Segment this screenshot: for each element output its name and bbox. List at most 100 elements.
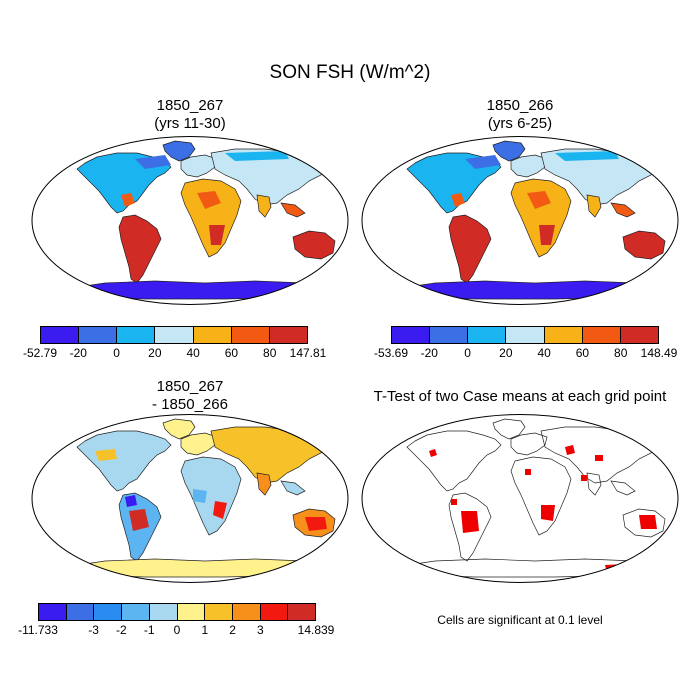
landmass-seasia xyxy=(610,202,636,218)
data-patch xyxy=(193,489,207,503)
landmass-africa xyxy=(510,456,572,536)
colorbar-case2 xyxy=(391,326,659,344)
colorbar-tick-label: -20 xyxy=(69,346,87,360)
panel-title-case1-line2: (yrs 11-30) xyxy=(154,115,226,132)
data-patch xyxy=(129,509,149,531)
data-patch xyxy=(461,511,479,533)
colorbar-tick-label: 0 xyxy=(113,346,120,360)
map-diff xyxy=(31,414,349,583)
colorbar-swatch xyxy=(122,604,150,620)
colorbar-tick-label: 40 xyxy=(186,346,200,360)
colorbar-tick-label: 3 xyxy=(257,623,264,637)
colorbar-tick-label: -20 xyxy=(420,346,438,360)
landmass-europe xyxy=(510,432,548,456)
landmass-india xyxy=(586,472,602,496)
panel-title-case2-line1: 1850_266 xyxy=(486,97,554,114)
landmass-seasia xyxy=(610,480,636,496)
colorbar-tick-label: -11.733 xyxy=(18,623,58,637)
landmass-northamerica xyxy=(76,430,172,492)
colorbar-tick-label: 20 xyxy=(148,346,162,360)
map-border xyxy=(361,136,679,305)
colorbar-tick-label: -53.69 xyxy=(373,346,409,360)
data-patch xyxy=(527,191,551,209)
colorbar-case1-ticks: -52.79 -20 0 20 40 60 80 147.81 xyxy=(23,346,326,362)
data-patch xyxy=(465,155,501,169)
map-case2 xyxy=(361,136,679,305)
data-patch xyxy=(121,193,135,207)
panel-title-diff-line1: 1850_267 xyxy=(156,378,224,395)
colorbar-swatch xyxy=(79,327,118,343)
data-patch xyxy=(539,225,555,245)
colorbar-case1 xyxy=(40,326,308,344)
colorbar-swatch xyxy=(392,327,431,343)
map-border xyxy=(31,136,349,305)
data-patch xyxy=(565,445,575,455)
colorbar-tick-label: 60 xyxy=(224,346,239,360)
data-patch xyxy=(225,439,259,453)
data-patch xyxy=(429,449,437,457)
data-patch xyxy=(197,191,221,209)
landmass-greenland xyxy=(492,140,526,162)
data-patch xyxy=(525,469,531,475)
data-patch xyxy=(95,449,117,461)
colorbar-swatch xyxy=(468,327,507,343)
data-patch xyxy=(451,499,457,505)
colorbar-tick-label: -1 xyxy=(143,623,155,637)
landmass-australia xyxy=(292,230,336,260)
landmass-antarctica xyxy=(63,280,327,300)
landmass-india xyxy=(586,194,602,218)
significance-note: Cells are significant at 0.1 level xyxy=(437,613,603,627)
landmass-europe xyxy=(510,154,548,178)
landmass-africa xyxy=(510,178,572,258)
colorbar-swatch xyxy=(205,604,233,620)
colorbar-swatch xyxy=(66,604,95,620)
panel-title-diff: 1850_267 - 1850_266 xyxy=(25,378,355,414)
landmass-southamerica xyxy=(448,492,492,562)
panel-title-diff-line2: - 1850_266 xyxy=(152,396,228,413)
colorbar-tick-label: 2 xyxy=(229,623,236,637)
map-ttest xyxy=(361,414,679,583)
landmass-greenland xyxy=(162,418,196,440)
panel-title-case1: 1850_267 (yrs 11-30) xyxy=(25,97,355,133)
colorbar-tick-label: 14.839 xyxy=(297,623,335,637)
panel-title-case2: 1850_266 (yrs 6-25) xyxy=(355,97,685,133)
landmass-greenland xyxy=(492,418,526,440)
landmass-southamerica xyxy=(118,214,162,284)
figure-title: SON FSH (W/m^2) xyxy=(269,62,431,83)
landmass-europe xyxy=(180,432,218,456)
data-patch xyxy=(305,517,327,531)
landmass-india xyxy=(256,194,272,218)
data-patch xyxy=(125,495,137,507)
landmass-seasia xyxy=(280,202,306,218)
landmass-northamerica xyxy=(406,430,502,492)
colorbar-case2-ticks: -53.69 -20 0 20 40 60 80 148.49 xyxy=(374,346,677,362)
colorbar-tick-label: 60 xyxy=(575,346,590,360)
landmass-europe xyxy=(180,154,218,178)
data-patch xyxy=(225,151,289,161)
colorbar-diff xyxy=(38,603,316,621)
landmass-india xyxy=(256,472,272,496)
data-patch xyxy=(595,455,603,461)
data-patch xyxy=(605,563,647,573)
landmass-antarctica xyxy=(63,558,327,578)
landmass-africa xyxy=(180,456,242,536)
panel-title-case2-line2: (yrs 6-25) xyxy=(487,115,553,132)
colorbar-swatch xyxy=(117,327,156,343)
landmass-southamerica xyxy=(448,214,492,284)
data-patch xyxy=(555,151,619,161)
colorbar-tick-label: -2 xyxy=(116,623,127,637)
map-case1 xyxy=(31,136,349,305)
colorbar-tick-label: 80 xyxy=(263,346,277,360)
data-patch xyxy=(209,225,225,245)
colorbar-tick-label: 148.49 xyxy=(640,346,678,360)
colorbar-swatch xyxy=(94,604,123,620)
colorbar-swatch xyxy=(620,327,658,343)
colorbar-tick-label: 147.81 xyxy=(289,346,327,360)
data-patch xyxy=(451,193,465,207)
colorbar-tick-label: 80 xyxy=(614,346,628,360)
data-patch xyxy=(541,505,555,521)
landmass-seasia xyxy=(280,480,306,496)
panel-title-case1-line1: 1850_267 xyxy=(156,97,224,114)
colorbar-swatch xyxy=(39,604,67,620)
colorbar-swatch xyxy=(193,327,232,343)
